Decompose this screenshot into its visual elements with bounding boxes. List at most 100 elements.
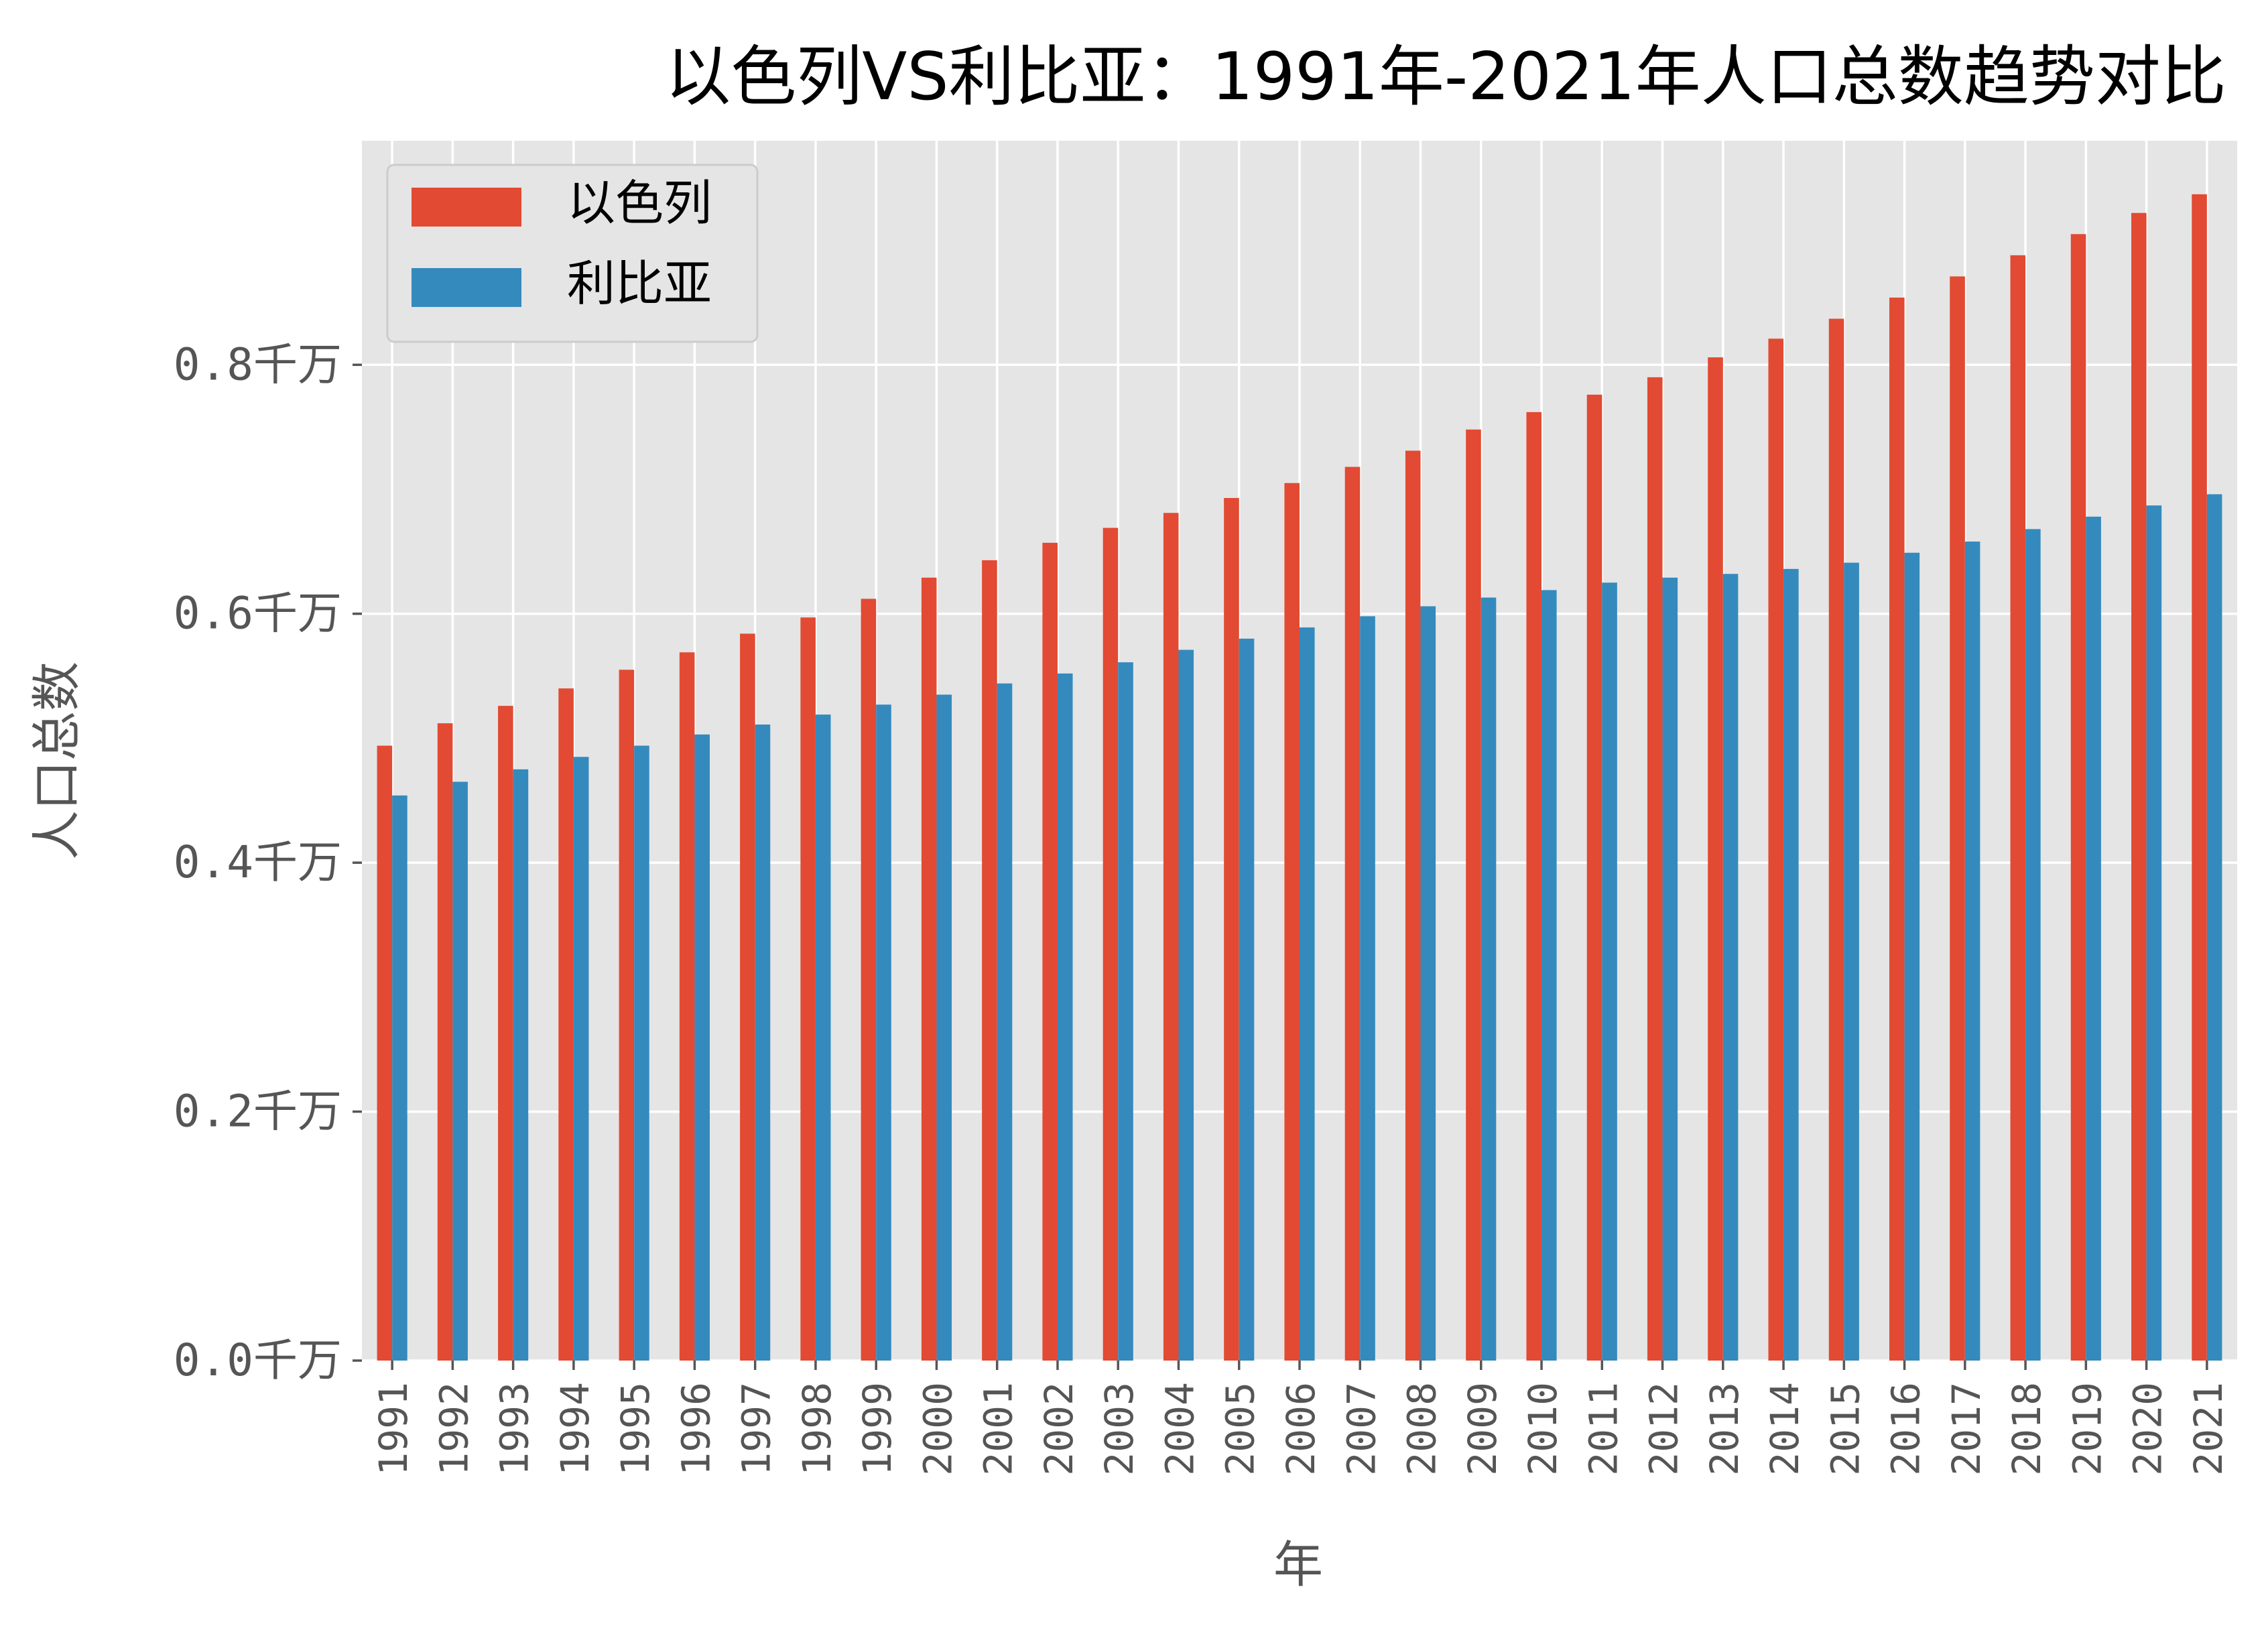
x-tick-label: 2010 [1520, 1382, 1566, 1476]
x-tick-label: 2003 [1096, 1382, 1142, 1476]
y-tick-label: 0.2千万 [174, 1086, 342, 1137]
bar-israel-2019 [2070, 234, 2086, 1361]
bar-libya-1992 [452, 781, 468, 1361]
x-axis-label: 年 [1273, 1536, 1323, 1594]
x-tick-label: 2001 [976, 1382, 1021, 1476]
x-tick-label: 2008 [1399, 1382, 1445, 1476]
bar-israel-2013 [1708, 357, 1723, 1361]
bar-libya-2017 [1964, 542, 1980, 1361]
bar-israel-2003 [1102, 527, 1119, 1361]
legend-swatch [412, 268, 521, 307]
bar-israel-2008 [1405, 450, 1421, 1361]
bar-israel-1993 [498, 706, 513, 1361]
bar-israel-2017 [1950, 276, 1965, 1361]
x-tick-label: 2011 [1580, 1382, 1626, 1476]
legend-label: 以色列 [567, 175, 712, 231]
bar-israel-2007 [1344, 466, 1361, 1361]
bar-israel-2006 [1284, 483, 1300, 1361]
x-tick-label: 1995 [613, 1382, 658, 1476]
bar-libya-2008 [1420, 606, 1436, 1361]
bar-libya-2019 [2086, 516, 2101, 1361]
bar-libya-2005 [1239, 638, 1255, 1361]
bar-libya-1995 [634, 745, 649, 1361]
x-tick-label: 2013 [1702, 1382, 1747, 1476]
bar-libya-1997 [755, 725, 771, 1361]
bar-libya-1993 [513, 769, 529, 1361]
x-tick-label: 2014 [1762, 1382, 1808, 1476]
y-axis: 0.0千万 0.2千万 0.4千万 0.6千万 0.8千万 [174, 338, 362, 1386]
bar-libya-1999 [876, 704, 891, 1361]
bar-libya-2020 [2146, 505, 2162, 1361]
x-tick-label: 1992 [431, 1382, 477, 1476]
bar-israel-2016 [1889, 298, 1905, 1361]
x-tick-label: 2016 [1883, 1382, 1929, 1476]
y-tick-label: 0.8千万 [174, 338, 342, 390]
x-tick-label: 1993 [492, 1382, 538, 1476]
bar-libya-2000 [936, 694, 952, 1361]
bar-libya-2001 [997, 683, 1013, 1361]
x-tick-label: 2019 [2064, 1382, 2110, 1476]
y-axis-label: 人口总数 [28, 662, 86, 860]
bar-israel-1997 [740, 633, 755, 1361]
bar-israel-1998 [800, 617, 816, 1361]
bar-israel-1992 [437, 723, 453, 1361]
bar-libya-1996 [694, 734, 710, 1361]
bar-libya-2007 [1360, 616, 1375, 1361]
x-tick-label: 2000 [915, 1382, 960, 1476]
y-tick-label: 0.4千万 [174, 836, 342, 888]
bar-israel-2001 [982, 560, 997, 1361]
bar-israel-2009 [1466, 429, 1481, 1361]
bar-libya-2003 [1118, 662, 1133, 1361]
bar-israel-2011 [1586, 394, 1602, 1361]
legend-swatch [412, 188, 521, 227]
x-tick-label: 2002 [1036, 1382, 1082, 1476]
bar-libya-2004 [1178, 649, 1194, 1361]
bar-israel-2012 [1647, 377, 1663, 1361]
bar-israel-2004 [1163, 513, 1179, 1361]
bar-israel-1996 [679, 652, 695, 1361]
x-tick-label: 1991 [371, 1382, 416, 1476]
bar-libya-1991 [392, 795, 407, 1361]
y-tick-label: 0.0千万 [174, 1334, 342, 1386]
x-tick-label: 2021 [2186, 1382, 2231, 1476]
x-tick-label: 1996 [673, 1382, 718, 1476]
bar-israel-1999 [861, 599, 877, 1361]
bar-libya-2018 [2025, 529, 2041, 1361]
bar-israel-2000 [921, 577, 937, 1361]
bar-libya-1994 [573, 757, 589, 1361]
bar-libya-2015 [1844, 562, 1859, 1361]
bar-libya-2010 [1541, 590, 1557, 1361]
bar-israel-2014 [1768, 338, 1784, 1361]
bar-libya-2002 [1057, 673, 1073, 1361]
x-tick-label: 2009 [1460, 1382, 1505, 1476]
x-tick-label: 1997 [734, 1382, 779, 1476]
bar-israel-1991 [377, 745, 393, 1361]
bar-libya-1998 [815, 714, 831, 1361]
x-tick-label: 1998 [794, 1382, 840, 1476]
bars [377, 194, 2222, 1361]
x-tick-label: 2017 [1944, 1382, 1989, 1476]
bar-israel-1995 [619, 670, 635, 1361]
bar-israel-2010 [1526, 412, 1542, 1361]
bar-libya-2014 [1783, 568, 1799, 1361]
x-tick-label: 2006 [1278, 1382, 1324, 1476]
x-axis: 1991 1992 1993 1994 1995 1996 1997 1998 1999 2000… [371, 1361, 2231, 1476]
x-tick-label: 2007 [1338, 1382, 1384, 1476]
bar-israel-2002 [1042, 542, 1058, 1361]
legend-label: 利比亚 [567, 255, 712, 312]
chart-title: 以色列VS利比亚：1991年-2021年人口总数趋势对比 [665, 39, 2226, 115]
bar-israel-2015 [1828, 318, 1844, 1361]
x-tick-label: 2018 [2004, 1382, 2050, 1476]
x-tick-label: 2020 [2125, 1382, 2171, 1476]
bar-libya-2021 [2206, 494, 2222, 1361]
x-tick-label: 2012 [1641, 1382, 1687, 1476]
bar-israel-2021 [2192, 194, 2207, 1361]
bar-libya-2012 [1662, 577, 1678, 1361]
bar-libya-2006 [1300, 627, 1315, 1361]
x-tick-label: 1994 [552, 1382, 598, 1476]
x-tick-label: 1999 [855, 1382, 900, 1476]
bar-israel-2005 [1224, 498, 1239, 1361]
bar-libya-2009 [1480, 597, 1497, 1361]
